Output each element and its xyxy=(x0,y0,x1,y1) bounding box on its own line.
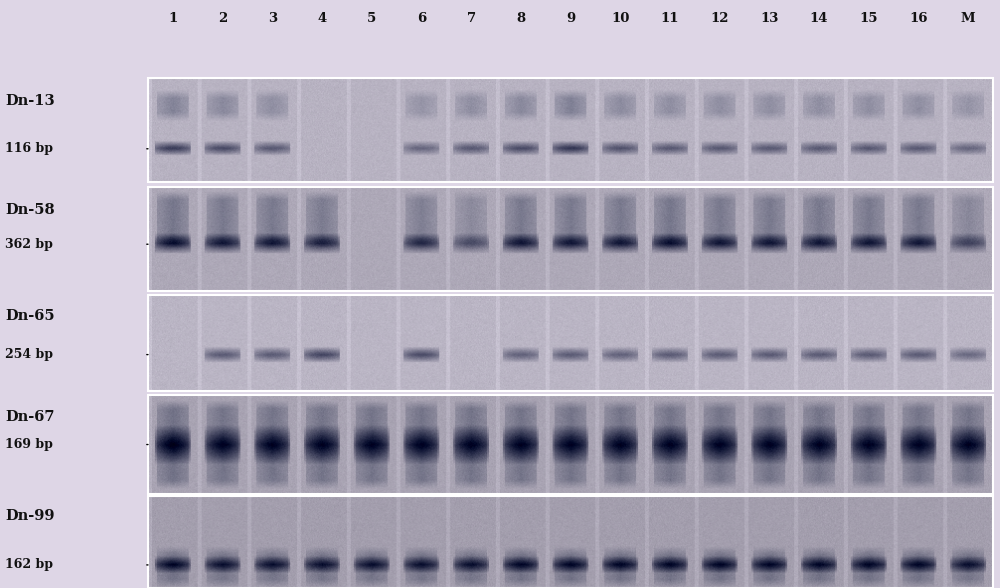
Text: 1: 1 xyxy=(168,12,177,25)
Text: Dn-67: Dn-67 xyxy=(5,410,54,424)
Text: 10: 10 xyxy=(611,12,629,25)
Text: 16: 16 xyxy=(909,12,928,25)
Text: 14: 14 xyxy=(810,12,828,25)
Text: 3: 3 xyxy=(268,12,277,25)
Text: 116 bp: 116 bp xyxy=(5,142,53,155)
Text: 15: 15 xyxy=(859,12,878,25)
Text: 362 bp: 362 bp xyxy=(5,238,53,250)
Text: Dn-58: Dn-58 xyxy=(5,203,55,217)
Bar xyxy=(148,187,993,291)
Text: 13: 13 xyxy=(760,12,779,25)
Text: 7: 7 xyxy=(467,12,476,25)
Text: 2: 2 xyxy=(218,12,227,25)
Bar xyxy=(148,78,993,182)
Bar xyxy=(148,496,993,588)
Text: 11: 11 xyxy=(661,12,679,25)
Bar xyxy=(148,295,993,391)
Text: 8: 8 xyxy=(516,12,525,25)
Text: 169 bp: 169 bp xyxy=(5,438,53,451)
Text: 5: 5 xyxy=(367,12,376,25)
Text: 254 bp: 254 bp xyxy=(5,348,53,361)
Text: 12: 12 xyxy=(710,12,729,25)
Text: 162 bp: 162 bp xyxy=(5,559,53,572)
Text: Dn-99: Dn-99 xyxy=(5,509,54,523)
Text: 4: 4 xyxy=(317,12,327,25)
Text: Dn-65: Dn-65 xyxy=(5,309,55,323)
Text: 6: 6 xyxy=(417,12,426,25)
Text: Dn-13: Dn-13 xyxy=(5,93,55,108)
Bar xyxy=(148,395,993,494)
Text: 9: 9 xyxy=(566,12,575,25)
Text: M: M xyxy=(961,12,975,25)
